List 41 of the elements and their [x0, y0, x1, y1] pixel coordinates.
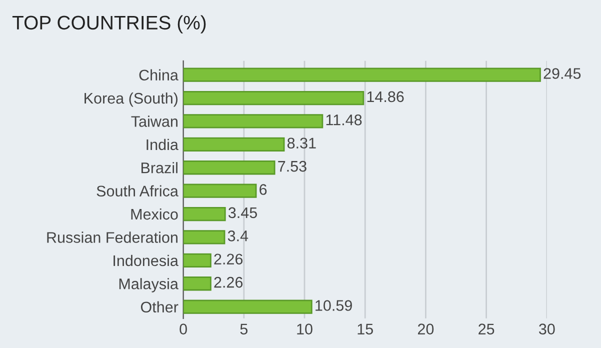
bar: [183, 253, 212, 268]
y-tick-label: Mexico: [131, 208, 178, 220]
bar: [183, 230, 226, 244]
chart-title: TOP COUNTRIES (%): [12, 15, 206, 34]
data-label: 2.26: [214, 254, 243, 265]
y-tick-label: Other: [140, 301, 178, 313]
x-tick-label: 25: [478, 324, 494, 335]
x-tick-label: 15: [358, 324, 373, 335]
bar: [183, 184, 257, 198]
data-label: 10.59: [316, 300, 352, 311]
data-label: 8.31: [287, 138, 316, 149]
x-tick-label: 10: [297, 324, 312, 335]
bar: [183, 206, 226, 222]
data-label: 11.48: [326, 114, 362, 126]
y-tick-label: Indonesia: [114, 254, 178, 266]
y-tick-label: Brazil: [141, 162, 178, 174]
y-tick-label: Russian Federation: [47, 232, 178, 243]
data-label: 3.4: [228, 230, 248, 242]
x-tick-label: 5: [240, 324, 248, 335]
data-label: 29.45: [544, 68, 581, 79]
data-label: 2.26: [214, 276, 243, 288]
y-tick-label: South Africa: [96, 185, 178, 197]
y-tick-label: India: [146, 138, 178, 150]
data-label: 14.86: [367, 91, 404, 102]
y-tick-label: Malaysia: [119, 278, 178, 292]
data-label: 7.53: [278, 160, 306, 172]
data-label: 6: [260, 184, 267, 195]
bar: [183, 160, 276, 175]
x-tick-label: 0: [180, 324, 187, 335]
bar: [183, 276, 212, 291]
x-tick-label: 20: [418, 324, 434, 335]
y-tick-label: China: [139, 69, 178, 81]
x-tick-label: 30: [538, 324, 555, 335]
bar: [183, 114, 324, 128]
bar: [183, 68, 541, 82]
y-tick-label: Taiwan: [131, 116, 178, 127]
data-label: 3.45: [228, 207, 257, 218]
y-tick-label: Korea (South): [84, 92, 178, 107]
bar: [183, 90, 364, 106]
bar: [183, 137, 285, 152]
bar: [183, 300, 312, 314]
